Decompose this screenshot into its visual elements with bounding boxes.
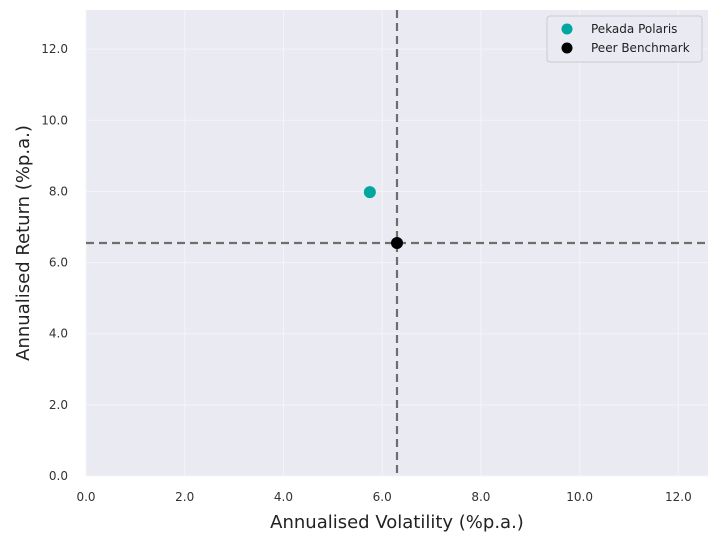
point-peer-benchmark <box>391 237 403 249</box>
x-tick-label: 8.0 <box>471 490 490 504</box>
x-tick-label: 10.0 <box>566 490 593 504</box>
data-points <box>363 186 403 249</box>
x-tick-label: 4.0 <box>274 490 293 504</box>
y-tick-label: 2.0 <box>49 398 68 412</box>
y-axis-ticks: 0.0 2.0 4.0 6.0 8.0 10.0 12.0 <box>41 42 68 483</box>
legend-marker-peer-benchmark <box>561 42 573 54</box>
legend: Pekada Polaris Peer Benchmark <box>546 15 703 63</box>
legend-label-pekada-polaris: Pekada Polaris <box>591 22 677 36</box>
legend-label-peer-benchmark: Peer Benchmark <box>591 41 690 55</box>
legend-box <box>546 15 703 63</box>
y-tick-label: 0.0 <box>49 469 68 483</box>
x-tick-label: 2.0 <box>175 490 194 504</box>
y-tick-label: 10.0 <box>41 113 68 127</box>
y-tick-label: 4.0 <box>49 327 68 341</box>
x-tick-label: 12.0 <box>665 490 692 504</box>
point-pekada-polaris <box>363 186 376 199</box>
legend-marker-pekada-polaris <box>561 23 573 35</box>
y-tick-label: 12.0 <box>41 42 68 56</box>
x-axis-label: Annualised Volatility (%p.a.) <box>270 512 524 533</box>
y-tick-label: 6.0 <box>49 256 68 270</box>
x-axis-ticks: 0.0 2.0 4.0 6.0 8.0 10.0 12.0 <box>76 490 691 504</box>
x-tick-label: 6.0 <box>373 490 392 504</box>
y-tick-label: 8.0 <box>49 184 68 198</box>
y-axis-label: Annualised Return (%p.a.) <box>13 125 34 361</box>
x-tick-label: 0.0 <box>76 490 95 504</box>
